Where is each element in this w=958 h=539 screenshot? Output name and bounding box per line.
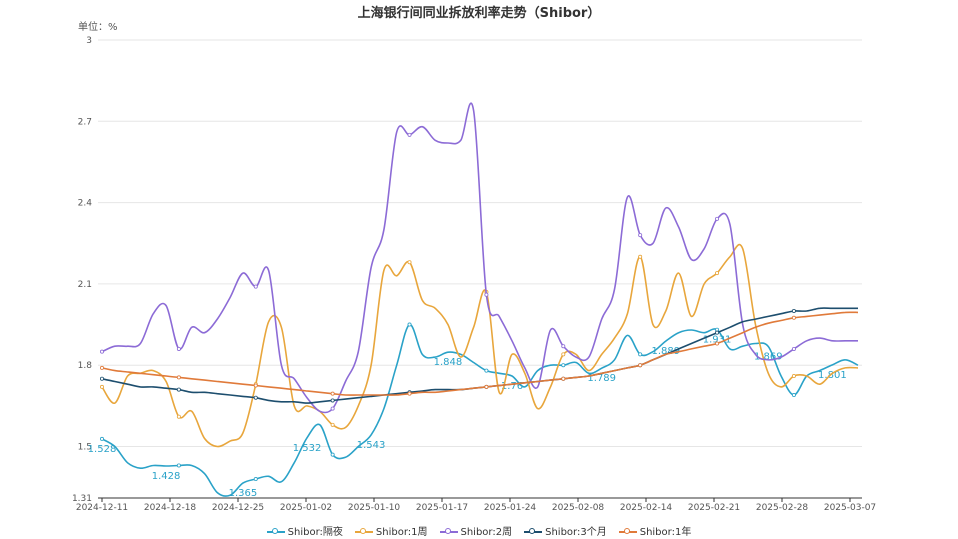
series-point — [253, 395, 258, 400]
legend-line-icon — [618, 528, 637, 534]
y-tick-label: 1.8 — [78, 361, 93, 371]
series-point — [638, 254, 643, 259]
series-line-2 — [101, 102, 858, 414]
legend-item-1[interactable]: Shibor:1周 — [354, 523, 428, 538]
series-point — [791, 393, 796, 398]
series-point — [100, 365, 105, 370]
chart-title: 上海银行间同业拆放利率走势（Shibor） — [357, 6, 601, 21]
data-label: 1.543 — [357, 440, 386, 451]
x-tick-label: 2025-01-02 — [280, 503, 332, 513]
legend-line-icon — [524, 528, 543, 534]
legend-line-icon — [354, 528, 373, 534]
series-point — [715, 271, 720, 276]
legend-label: Shibor:1年 — [639, 527, 692, 538]
data-label: 1.76 — [501, 381, 523, 392]
y-axis-unit-label: 单位：% — [78, 22, 118, 33]
y-tick-label: 2.7 — [78, 117, 92, 127]
legend-label: Shibor:1周 — [375, 527, 428, 538]
series-point — [561, 376, 566, 381]
series-point — [715, 341, 720, 346]
x-tick-label: 2025-01-17 — [416, 503, 468, 513]
series-point — [253, 284, 258, 289]
legend-line-icon — [439, 528, 458, 534]
x-tick-label: 2024-12-18 — [144, 503, 197, 513]
series-point — [407, 322, 412, 327]
series-point — [484, 384, 489, 389]
series-line-0 — [101, 323, 859, 497]
series-point — [715, 216, 720, 221]
series-point — [100, 349, 105, 354]
series-point — [253, 383, 258, 388]
series-point — [330, 406, 335, 411]
data-label: 1.801 — [818, 370, 847, 381]
x-tick-label: 2025-01-24 — [484, 503, 537, 513]
series-point — [100, 376, 105, 381]
series-line-4 — [101, 311, 859, 396]
data-label: 1.931 — [703, 335, 732, 346]
series-point — [561, 344, 566, 349]
data-label: 1.365 — [229, 488, 258, 499]
x-tick-label: 2025-03-07 — [824, 503, 876, 513]
series-point — [407, 132, 412, 137]
legend-label: Shibor:2周 — [460, 527, 513, 538]
series-point — [176, 414, 181, 419]
series-point — [253, 477, 258, 482]
data-label: 1.528 — [88, 444, 117, 455]
series-point — [407, 391, 412, 396]
series-point — [407, 260, 412, 265]
chart-legend[interactable]: Shibor:隔夜 Shibor:1周 Shibor:2周 Shibor:3个月 Shi… — [0, 523, 958, 538]
y-tick-label: 2.1 — [78, 280, 92, 290]
series-point — [791, 309, 796, 314]
data-label: 1.869 — [754, 352, 783, 363]
series-point — [330, 452, 335, 457]
y-tick-label: 2.4 — [78, 199, 93, 209]
legend-item-2[interactable]: Shibor:2周 — [439, 523, 513, 538]
data-label: 1.848 — [434, 357, 463, 368]
series-point — [330, 422, 335, 427]
series-point — [791, 374, 796, 379]
series-point — [638, 233, 643, 238]
series-line-1 — [101, 243, 859, 448]
series-point — [561, 363, 566, 368]
series-point — [330, 391, 335, 396]
legend-line-icon — [266, 528, 285, 534]
series-point — [715, 330, 720, 335]
series-point — [561, 352, 566, 357]
series-point — [176, 463, 181, 468]
legend-label: Shibor:3个月 — [545, 527, 607, 538]
y-tick-label: 1.5 — [78, 443, 92, 453]
series-point — [791, 315, 796, 320]
series-point — [638, 352, 643, 357]
x-tick-label: 2025-02-08 — [552, 503, 605, 513]
legend-item-0[interactable]: Shibor:隔夜 — [266, 523, 343, 538]
legend-label: Shibor:隔夜 — [287, 527, 343, 538]
data-label: 1.428 — [152, 471, 181, 482]
series-point — [176, 375, 181, 380]
legend-item-3[interactable]: Shibor:3个月 — [524, 523, 607, 538]
x-tick-label: 2025-02-14 — [620, 503, 673, 513]
x-tick-label: 2025-02-28 — [756, 503, 809, 513]
series-point — [100, 384, 105, 389]
series-point — [484, 292, 489, 297]
y-tick-label: 3 — [86, 36, 92, 46]
series-point — [330, 398, 335, 403]
series-point — [176, 387, 181, 392]
legend-item-4[interactable]: Shibor:1年 — [618, 523, 692, 538]
series-point — [484, 368, 489, 373]
series-point — [100, 436, 105, 441]
y-tick-label: 1.31 — [72, 494, 92, 504]
x-tick-label: 2024-12-25 — [212, 503, 264, 513]
data-label: 1.532 — [293, 443, 322, 454]
series-point — [638, 363, 643, 368]
series-point — [176, 346, 181, 351]
x-tick-label: 2025-02-21 — [688, 503, 740, 513]
x-tick-label: 2024-12-11 — [76, 503, 128, 513]
x-tick-label: 2025-01-10 — [348, 503, 401, 513]
data-label: 1.789 — [587, 373, 616, 384]
series-point — [791, 346, 796, 351]
data-label: 1.889 — [651, 346, 680, 357]
